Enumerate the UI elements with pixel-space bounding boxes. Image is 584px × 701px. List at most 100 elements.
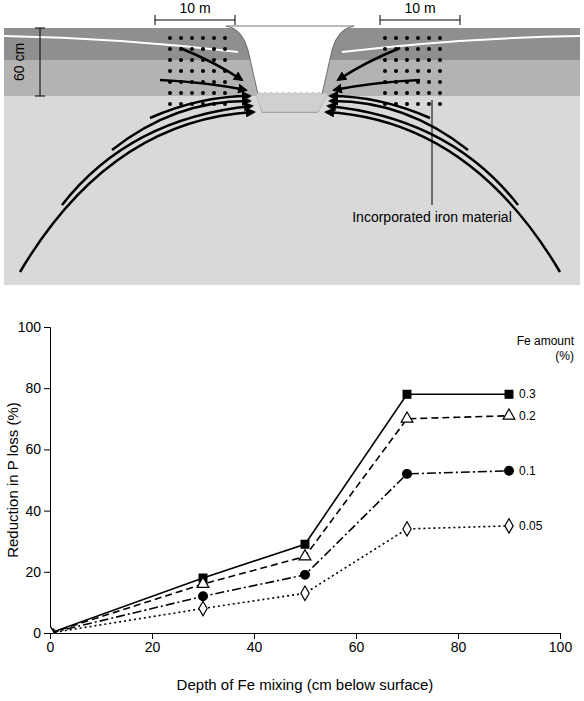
iron-dot xyxy=(383,36,387,40)
cross-section: 10 m 10 m 60 cm Incorporated iron material xyxy=(4,0,580,285)
iron-dot xyxy=(394,91,398,95)
flow-arrow xyxy=(334,80,420,90)
iron-dot xyxy=(212,36,216,40)
data-point xyxy=(403,522,411,536)
data-point xyxy=(301,540,309,548)
iron-dot xyxy=(201,47,205,51)
legend-entry: 0.1 xyxy=(519,464,536,478)
iron-dot xyxy=(427,47,431,51)
data-point xyxy=(199,592,208,601)
iron-dot xyxy=(416,47,420,51)
iron-dot xyxy=(416,58,420,62)
flow-arrow xyxy=(330,96,430,118)
flow-arrow xyxy=(330,101,468,150)
data-point xyxy=(403,390,411,398)
y-axis-title: Reduction in P loss (%) xyxy=(4,402,21,558)
data-point xyxy=(50,626,54,633)
iron-dot xyxy=(168,69,172,73)
y-axis: 020406080100 xyxy=(18,319,51,641)
iron-dot xyxy=(416,36,420,40)
y-tick-label: 100 xyxy=(18,319,42,335)
ditch xyxy=(226,26,354,112)
legend-entry: 0.05 xyxy=(519,519,543,533)
annotation: Incorporated iron material xyxy=(352,209,512,225)
iron-dot xyxy=(427,36,431,40)
iron-dot xyxy=(383,58,387,62)
iron-dot xyxy=(179,36,183,40)
y-tick-label: 80 xyxy=(25,380,41,396)
y-tick: 20 xyxy=(25,564,50,580)
flow-arrow xyxy=(180,48,242,80)
y-tick: 60 xyxy=(25,441,50,457)
legend-title-line: (%) xyxy=(555,349,574,363)
series-line xyxy=(50,394,509,633)
iron-dot xyxy=(383,91,387,95)
iron-dot xyxy=(168,91,172,95)
iron-dot xyxy=(179,69,183,73)
y-tick-mark xyxy=(44,327,50,328)
iron-dot xyxy=(405,47,409,51)
x-tick: 80 xyxy=(451,633,467,655)
iron-dot xyxy=(405,102,409,106)
x-axis-line xyxy=(51,634,561,640)
iron-dot xyxy=(438,102,442,106)
iron-dot xyxy=(427,91,431,95)
iron-dot xyxy=(438,36,442,40)
legend-title: Fe amount(%) xyxy=(517,334,575,363)
flow-arrow xyxy=(150,96,250,118)
x-tick: 100 xyxy=(549,633,573,655)
x-tick: 20 xyxy=(145,633,161,655)
y-tick: 40 xyxy=(25,503,50,519)
iron-dot xyxy=(223,80,227,84)
iron-dot xyxy=(405,36,409,40)
iron-dot xyxy=(416,102,420,106)
drain-line xyxy=(342,36,580,52)
iron-dot xyxy=(427,58,431,62)
x-tick-label: 80 xyxy=(451,639,467,655)
legend-entry: 0.3 xyxy=(519,387,536,401)
x-tick-label: 40 xyxy=(247,639,263,655)
iron-dot xyxy=(179,58,183,62)
iron-dot xyxy=(394,36,398,40)
iron-dot xyxy=(190,47,194,51)
x-axis: 020406080100 xyxy=(47,633,573,655)
y-tick-mark xyxy=(44,511,50,512)
x-tick: 40 xyxy=(247,633,263,655)
iron-dot xyxy=(190,58,194,62)
x-axis-title: Depth of Fe mixing (cm below surface) xyxy=(177,676,434,693)
x-tick-label: 0 xyxy=(47,639,55,655)
iron-dot xyxy=(212,47,216,51)
iron-dot xyxy=(394,58,398,62)
dimension-tick xyxy=(380,15,381,25)
iron-dot xyxy=(405,69,409,73)
iron-dot xyxy=(201,36,205,40)
data-point xyxy=(197,577,209,587)
iron-dot xyxy=(416,91,420,95)
dimension-line xyxy=(40,28,41,96)
data-point xyxy=(299,550,311,560)
dimension-line xyxy=(155,20,235,21)
width-label: 10 m xyxy=(404,0,435,16)
legend-title-line: Fe amount xyxy=(517,334,575,348)
iron-dot xyxy=(438,91,442,95)
depth-label: 60 cm xyxy=(11,43,27,81)
x-tick-label: 20 xyxy=(145,639,161,655)
drain-line xyxy=(4,36,238,52)
flow-arrow xyxy=(338,48,400,80)
series-line xyxy=(50,471,509,633)
leader-line xyxy=(432,100,433,205)
series-line xyxy=(50,526,509,633)
figure: 10 m 10 m 60 cm Incorporated iron material 0… xyxy=(0,0,584,701)
plot-marks xyxy=(50,390,515,633)
data-point xyxy=(403,470,412,479)
iron-dot xyxy=(190,91,194,95)
iron-dot xyxy=(383,47,387,51)
series-line xyxy=(50,416,509,633)
dimension-tick xyxy=(155,15,156,25)
iron-dot xyxy=(427,80,431,84)
y-tick-mark xyxy=(44,449,50,450)
data-point xyxy=(503,409,515,419)
iron-dot xyxy=(223,47,227,51)
flow-arrow xyxy=(326,112,560,272)
width-label: 10 m xyxy=(179,0,210,16)
